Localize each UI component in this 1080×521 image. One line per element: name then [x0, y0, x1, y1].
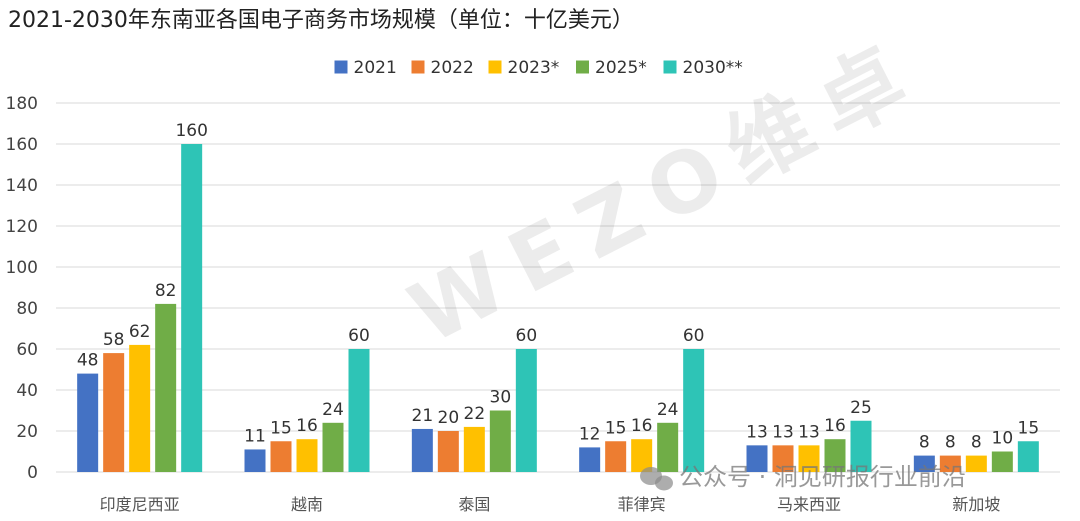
y-tick-label: 80: [16, 299, 38, 319]
y-tick-label: 40: [16, 381, 38, 401]
data-label: 30: [490, 388, 512, 408]
bar: [683, 349, 705, 472]
source-watermark: 公众号 · 洞见研报行业前沿: [640, 463, 966, 491]
data-label: 15: [1018, 418, 1040, 438]
legend-item: 2022: [431, 58, 474, 78]
y-tick-label: 60: [16, 340, 38, 360]
y-tick-label: 20: [16, 422, 38, 442]
bar: [244, 449, 266, 472]
data-label: 22: [464, 404, 486, 424]
bar: [965, 455, 987, 472]
data-label: 11: [244, 426, 266, 446]
bar: [270, 441, 292, 472]
data-label: 58: [103, 330, 125, 350]
bar: [850, 420, 872, 472]
y-tick-label: 120: [6, 217, 38, 237]
bar: [657, 422, 679, 472]
bar: [1017, 441, 1039, 472]
legend-swatch: [576, 60, 589, 74]
data-label: 8: [919, 433, 930, 453]
source-watermark-text: 公众号 · 洞见研报行业前沿: [679, 463, 966, 491]
data-label: 21: [412, 406, 434, 426]
data-label: 25: [850, 398, 872, 418]
data-label: 16: [824, 416, 846, 436]
x-tick-label: 泰国: [458, 495, 490, 514]
bars: [77, 144, 1039, 472]
data-label: 13: [772, 422, 794, 442]
data-label: 10: [992, 429, 1014, 449]
bar: [631, 439, 653, 472]
bar: [798, 445, 820, 472]
bar: [991, 451, 1013, 472]
y-axis: 0 20 40 60 80 100 120 140 160 180: [6, 94, 38, 483]
data-label: 15: [605, 418, 627, 438]
bar: [939, 455, 961, 472]
y-tick-label: 160: [6, 135, 38, 155]
bar: [824, 439, 846, 472]
x-axis: 印度尼西亚 越南 泰国 菲律宾 马来西亚 新加坡: [100, 495, 1001, 514]
bar: [772, 445, 794, 472]
wechat-icon: [640, 467, 673, 491]
y-tick-label: 180: [6, 94, 38, 114]
legend-item: 2021: [354, 58, 397, 78]
bar: [463, 426, 485, 472]
legend-swatch: [663, 60, 677, 74]
data-label: 20: [438, 408, 460, 428]
data-label: 15: [270, 418, 292, 438]
legend: 2021 2022 2023* 2025* 2030**: [334, 58, 743, 78]
bar: [605, 441, 627, 472]
data-label: 24: [322, 400, 344, 420]
data-label: 60: [348, 326, 370, 346]
data-label: 13: [746, 422, 768, 442]
data-label: 60: [516, 326, 538, 346]
x-tick-label: 越南: [291, 495, 323, 514]
bar: [348, 349, 370, 472]
x-tick-label: 新加坡: [952, 495, 1000, 514]
data-label: 82: [155, 281, 177, 301]
bar: [437, 431, 459, 472]
data-label: 16: [631, 416, 653, 436]
x-tick-label: 菲律宾: [618, 495, 666, 514]
grid: [56, 102, 1060, 473]
data-label: 8: [971, 433, 982, 453]
legend-swatch: [334, 60, 348, 74]
bar: [296, 439, 318, 472]
y-tick-label: 0: [27, 463, 38, 483]
y-tick-label: 100: [6, 258, 38, 278]
bar: [489, 410, 511, 472]
y-tick-label: 140: [6, 176, 38, 196]
bar: [77, 373, 99, 472]
bar: [103, 353, 125, 472]
data-label: 12: [579, 424, 601, 444]
data-label: 48: [77, 351, 99, 371]
data-label: 160: [175, 121, 207, 141]
bar: [322, 422, 344, 472]
chart-title: 2021-2030年东南亚各国电子商务市场规模（单位：十亿美元）: [8, 8, 634, 33]
data-label: 60: [683, 326, 705, 346]
legend-swatch: [488, 60, 502, 74]
bar: [129, 344, 151, 472]
bar: [913, 455, 935, 472]
legend-item: 2025*: [595, 58, 647, 78]
data-label: 24: [657, 400, 679, 420]
x-tick-label: 马来西亚: [777, 495, 841, 514]
bar: [181, 144, 203, 472]
x-tick-label: 印度尼西亚: [100, 495, 180, 514]
legend-swatch: [411, 60, 425, 74]
bar: [411, 428, 433, 472]
data-label: 13: [798, 422, 820, 442]
data-label: 8: [945, 433, 956, 453]
data-label: 16: [296, 416, 318, 436]
legend-item: 2030**: [683, 58, 743, 78]
bar: [579, 447, 601, 472]
data-label: 62: [129, 322, 151, 342]
bar: [155, 303, 177, 472]
bar: [746, 445, 768, 472]
bar: [515, 349, 537, 472]
legend-item: 2023*: [508, 58, 560, 78]
